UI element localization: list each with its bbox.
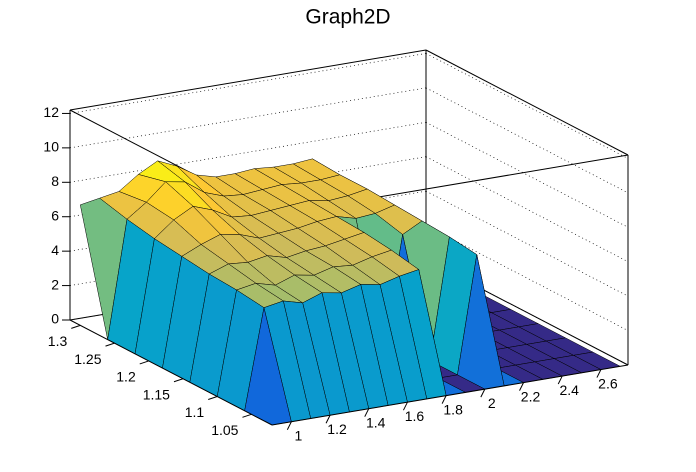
z-tick-label: 10	[43, 139, 59, 155]
z-tick-label: 0	[51, 311, 59, 327]
y-tick	[139, 360, 149, 365]
x-tick	[364, 408, 370, 417]
x-tick-label: 2.2	[521, 388, 541, 404]
x-tick	[441, 395, 447, 404]
x-tick-label: 1.8	[443, 401, 463, 417]
x-tick-label: 1.4	[366, 414, 386, 430]
x-tick	[325, 414, 331, 424]
x-tick	[286, 421, 292, 430]
surface	[80, 158, 621, 426]
chart-title: Graph2D	[305, 6, 390, 29]
axes: 1 1.2 1.4 1.6 1.8 2 2.2 2.4 2.6 1.05 1.1 1.15 1.2 1.2…	[43, 104, 629, 443]
grid-line	[69, 53, 427, 114]
x-axis	[271, 364, 629, 426]
x-tick-label: 2	[488, 395, 496, 411]
x-tick-label: 2.4	[559, 382, 579, 398]
y-tick-label: 1.1	[185, 404, 205, 420]
grid-line	[69, 87, 427, 149]
x-tick-label: 2.6	[598, 375, 618, 391]
box-edge	[69, 49, 427, 111]
box-edge	[425, 49, 629, 156]
y-tick-label: 1.25	[74, 351, 101, 367]
z-tick-label: 6	[51, 207, 59, 223]
x-tick-label: 1	[294, 427, 302, 443]
x-tick	[519, 382, 524, 391]
y-tick	[242, 413, 252, 418]
x-tick	[402, 401, 408, 411]
grid-line	[69, 121, 427, 183]
z-tick-label: 12	[43, 104, 59, 120]
y-axis	[69, 319, 273, 426]
y-tick	[173, 378, 184, 383]
y-tick	[105, 342, 115, 347]
x-tick-label: 1.6	[405, 408, 425, 424]
y-tick	[208, 396, 218, 400]
y-tick	[71, 324, 81, 329]
z-tick-label: 4	[51, 242, 59, 258]
y-tick-label: 1.2	[116, 369, 136, 385]
y-tick-label: 1.15	[143, 386, 170, 402]
y-tick-label: 1.3	[48, 333, 68, 349]
y-tick-label: 1.05	[211, 422, 238, 438]
z-tick-label: 2	[51, 276, 59, 292]
z-tick-label: 8	[51, 173, 59, 189]
x-tick	[557, 375, 563, 385]
x-tick	[596, 369, 602, 378]
x-tick-label: 1.2	[327, 421, 347, 437]
x-tick	[480, 388, 486, 398]
